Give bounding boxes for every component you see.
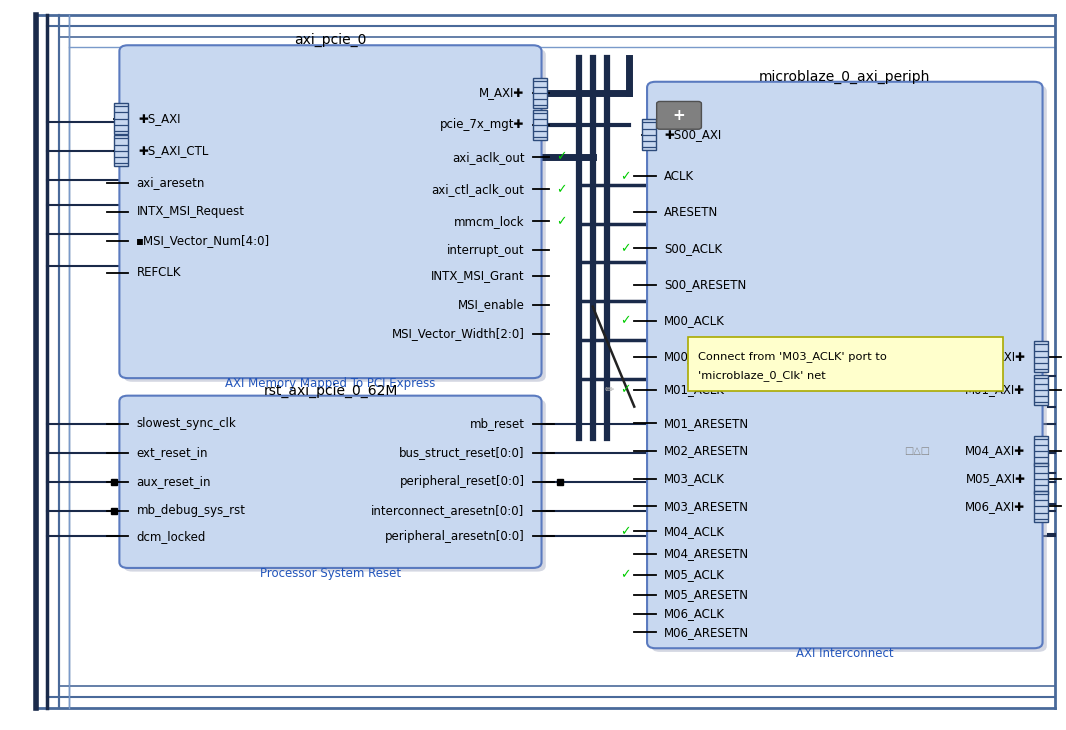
Text: slowest_sync_clk: slowest_sync_clk: [136, 418, 237, 431]
Text: ✓: ✓: [556, 150, 567, 164]
Text: M_AXI✚: M_AXI✚: [480, 86, 524, 99]
Bar: [114, 103, 128, 134]
Text: rst_axi_pcie_0_62M: rst_axi_pcie_0_62M: [263, 383, 398, 398]
Text: ✓: ✓: [556, 182, 567, 196]
Text: ext_reset_in: ext_reset_in: [136, 446, 208, 459]
Text: pcie_7x_mgt✚: pcie_7x_mgt✚: [440, 118, 524, 131]
Text: ✚S00_AXI: ✚S00_AXI: [664, 128, 722, 142]
Bar: [1034, 491, 1048, 522]
Text: peripheral_aresetn[0:0]: peripheral_aresetn[0:0]: [385, 530, 524, 543]
Text: □△□: □△□: [904, 446, 930, 456]
Text: INTX_MSI_Request: INTX_MSI_Request: [136, 205, 244, 218]
Bar: [1034, 464, 1048, 494]
Text: ✓: ✓: [620, 242, 631, 255]
Text: AXI Memory Mapped To PCI Express: AXI Memory Mapped To PCI Express: [225, 377, 436, 390]
Text: ✚S_AXI_CTL: ✚S_AXI_CTL: [139, 144, 209, 157]
Text: ✓: ✓: [556, 215, 567, 228]
Text: Processor System Reset: Processor System Reset: [260, 566, 401, 580]
Text: ✓: ✓: [620, 383, 631, 396]
Bar: [533, 110, 547, 140]
Text: M00_AXI✚: M00_AXI✚: [966, 350, 1025, 364]
Text: ▪MSI_Vector_Num[4:0]: ▪MSI_Vector_Num[4:0]: [136, 234, 271, 247]
Text: M04_AXI✚: M04_AXI✚: [966, 445, 1025, 458]
Text: M01_AXI✚: M01_AXI✚: [966, 383, 1025, 396]
Text: ACLK: ACLK: [664, 170, 694, 183]
Text: ✚S_AXI: ✚S_AXI: [139, 112, 181, 125]
FancyBboxPatch shape: [657, 101, 701, 129]
Text: MSI_enable: MSI_enable: [457, 299, 524, 312]
Text: M05_ARESETN: M05_ARESETN: [664, 588, 749, 602]
Text: ✓: ✓: [620, 314, 631, 327]
Bar: [533, 77, 547, 108]
Text: axi_ctl_aclk_out: axi_ctl_aclk_out: [432, 182, 524, 196]
Text: mb_debug_sys_rst: mb_debug_sys_rst: [136, 504, 245, 518]
Text: microblaze_0_axi_periph: microblaze_0_axi_periph: [759, 69, 931, 84]
Text: M00_ACLK: M00_ACLK: [664, 314, 725, 327]
Text: interconnect_aresetn[0:0]: interconnect_aresetn[0:0]: [371, 504, 524, 518]
Text: axi_pcie_0: axi_pcie_0: [294, 33, 367, 47]
Text: M04_ACLK: M04_ACLK: [664, 525, 725, 538]
Text: peripheral_reset[0:0]: peripheral_reset[0:0]: [400, 475, 524, 488]
Text: INTX_MSI_Grant: INTX_MSI_Grant: [431, 269, 524, 283]
Text: aux_reset_in: aux_reset_in: [136, 475, 211, 488]
FancyBboxPatch shape: [119, 396, 542, 568]
Text: S00_ACLK: S00_ACLK: [664, 242, 723, 255]
Bar: [114, 135, 128, 166]
Text: M06_ARESETN: M06_ARESETN: [664, 626, 749, 639]
Text: M04_ARESETN: M04_ARESETN: [664, 547, 749, 560]
Text: S00_ARESETN: S00_ARESETN: [664, 278, 746, 291]
Text: ✓: ✓: [620, 170, 631, 183]
Text: ✓: ✓: [620, 525, 631, 538]
Text: M03_ARESETN: M03_ARESETN: [664, 500, 749, 513]
FancyBboxPatch shape: [688, 337, 1003, 391]
Bar: [642, 120, 656, 150]
Text: axi_aclk_out: axi_aclk_out: [452, 150, 524, 164]
Bar: [1034, 374, 1048, 405]
Text: M02_ARESETN: M02_ARESETN: [664, 445, 749, 458]
Text: MSI_Vector_Width[2:0]: MSI_Vector_Width[2:0]: [391, 327, 524, 340]
Text: axi_aresetn: axi_aresetn: [136, 176, 205, 189]
Text: M01_ACLK: M01_ACLK: [664, 383, 725, 396]
Bar: [1034, 342, 1048, 372]
Text: mmcm_lock: mmcm_lock: [454, 215, 524, 228]
Text: Connect from 'M03_ACLK' port to: Connect from 'M03_ACLK' port to: [698, 351, 887, 362]
Text: 'microblaze_0_Clk' net: 'microblaze_0_Clk' net: [698, 369, 826, 380]
FancyBboxPatch shape: [124, 399, 546, 572]
Text: M06_AXI✚: M06_AXI✚: [966, 500, 1025, 513]
Text: dcm_locked: dcm_locked: [136, 530, 206, 543]
Bar: [1034, 436, 1048, 466]
Text: M01_ARESETN: M01_ARESETN: [664, 417, 749, 430]
Text: interrupt_out: interrupt_out: [447, 244, 524, 257]
Text: ✓: ✓: [620, 568, 631, 581]
Text: +: +: [673, 108, 685, 123]
Text: mb_reset: mb_reset: [469, 418, 524, 431]
FancyBboxPatch shape: [647, 82, 1043, 648]
Text: ARESETN: ARESETN: [664, 206, 718, 219]
Text: M06_ACLK: M06_ACLK: [664, 607, 725, 620]
Text: ✏: ✏: [605, 385, 614, 395]
Text: M05_ACLK: M05_ACLK: [664, 568, 725, 581]
Text: M00_ARESETN: M00_ARESETN: [664, 350, 749, 364]
FancyBboxPatch shape: [124, 49, 546, 382]
Text: M05_AXI✚: M05_AXI✚: [966, 472, 1025, 485]
Text: REFCLK: REFCLK: [136, 266, 181, 280]
FancyBboxPatch shape: [119, 45, 542, 378]
Text: M03_ACLK: M03_ACLK: [664, 472, 725, 485]
FancyBboxPatch shape: [651, 85, 1047, 652]
Text: AXI Interconnect: AXI Interconnect: [796, 647, 893, 660]
Text: bus_struct_reset[0:0]: bus_struct_reset[0:0]: [399, 446, 524, 459]
